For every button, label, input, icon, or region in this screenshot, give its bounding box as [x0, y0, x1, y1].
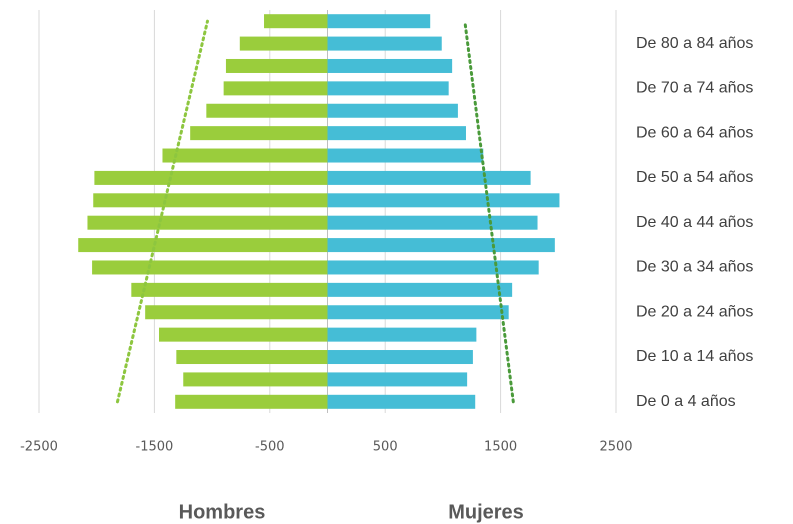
bar [327, 215, 538, 230]
x-tick-label: -500 [255, 440, 285, 455]
bar [327, 282, 513, 297]
bar [206, 103, 328, 118]
bar [223, 81, 328, 96]
bar [327, 305, 509, 320]
bar [327, 36, 442, 51]
y-tick-label: De 10 a 14 años [636, 348, 753, 365]
y-tick-label: De 30 a 34 años [636, 259, 753, 276]
bar [183, 372, 328, 387]
bar [78, 238, 328, 253]
bar [131, 282, 328, 297]
bar [327, 170, 531, 185]
y-tick-label: De 60 a 64 años [636, 124, 753, 141]
y-tick-label: De 50 a 54 años [636, 169, 753, 186]
bar [327, 193, 560, 208]
bar [225, 58, 328, 73]
bar [175, 394, 328, 409]
trend-line [115, 19, 209, 404]
bar [327, 394, 476, 409]
bar [94, 170, 328, 185]
x-tick-label: 1500 [484, 440, 517, 455]
bar [327, 350, 473, 365]
bar [327, 148, 484, 163]
bar [327, 58, 453, 73]
bar [327, 327, 477, 342]
x-tick-label: -2500 [20, 440, 58, 455]
y-tick-label: De 40 a 44 años [636, 214, 753, 231]
y-tick-label: De 70 a 74 años [636, 80, 753, 97]
bar [327, 103, 458, 118]
bar [145, 305, 328, 320]
bar [92, 260, 328, 275]
x-tick-label: 2500 [599, 440, 632, 455]
bar [162, 148, 328, 163]
y-tick-label: De 20 a 24 años [636, 303, 753, 320]
bar [87, 215, 328, 230]
bar [327, 81, 449, 96]
bar [264, 14, 328, 29]
bar [327, 372, 468, 387]
bar [159, 327, 328, 342]
legend-label: Mujeres [448, 501, 524, 523]
bar [327, 238, 555, 253]
trend-line [463, 19, 515, 404]
y-tick-label: De 0 a 4 años [636, 393, 736, 410]
legend-label: Hombres [179, 501, 266, 523]
x-tick-label: 500 [373, 440, 398, 455]
bar [93, 193, 328, 208]
y-tick-label: De 80 a 84 años [636, 35, 753, 52]
bar [327, 260, 539, 275]
bar [327, 126, 466, 141]
bar [327, 14, 431, 29]
bar [190, 126, 328, 141]
bar [176, 350, 328, 365]
x-tick-label: -1500 [136, 440, 174, 455]
bar [239, 36, 328, 51]
